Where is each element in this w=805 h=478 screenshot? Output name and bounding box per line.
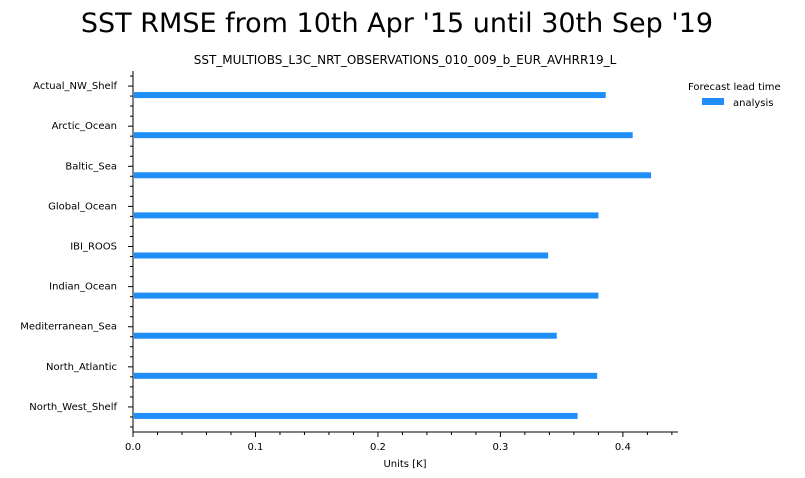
y-tick-label: Baltic_Sea [65, 161, 117, 172]
x-tick-label: 0.0 [125, 442, 141, 453]
y-tick-label: Arctic_Ocean [52, 121, 117, 132]
x-tick-label: 0.4 [615, 442, 631, 453]
y-tick-label: Indian_Ocean [49, 282, 117, 293]
x-tick-label: 0.3 [492, 442, 508, 453]
bar-mediterranean-sea [134, 332, 557, 339]
legend-title: Forecast lead time [688, 82, 781, 93]
bar-ibi-roos [134, 252, 549, 259]
bar-indian-ocean [134, 292, 599, 299]
bar-baltic-sea [134, 172, 652, 179]
y-tick-label: North_West_Shelf [29, 402, 117, 413]
x-tick-label: 0.2 [370, 442, 386, 453]
y-tick-label: IBI_ROOS [70, 242, 117, 253]
bar-actual-nw-shelf [134, 92, 606, 99]
y-tick-label: Global_Ocean [48, 201, 117, 212]
chart-suptitle: SST RMSE from 10th Apr '15 until 30th Se… [81, 8, 713, 39]
bar-arctic-ocean [134, 132, 633, 139]
legend: Forecast lead time analysis [688, 82, 781, 109]
bar-north-west-shelf [134, 412, 578, 419]
y-tick-label: North_Atlantic [46, 362, 117, 373]
y-tick-label: Mediterranean_Sea [20, 322, 117, 333]
bar-global-ocean [134, 212, 599, 219]
bar-north-atlantic [134, 372, 598, 379]
x-tick-label: 0.1 [248, 442, 264, 453]
legend-swatch [702, 98, 724, 105]
y-tick-label: Actual_NW_Shelf [33, 81, 117, 92]
legend-label: analysis [733, 98, 774, 109]
x-axis-label: Units [K] [383, 459, 426, 470]
chart-title: SST_MULTIOBS_L3C_NRT_OBSERVATIONS_010_00… [194, 53, 617, 67]
plot-area: 0.0 0.1 0.2 0.3 0.4 Actual_NW_Shelf Arctic_Oce… [20, 71, 678, 453]
